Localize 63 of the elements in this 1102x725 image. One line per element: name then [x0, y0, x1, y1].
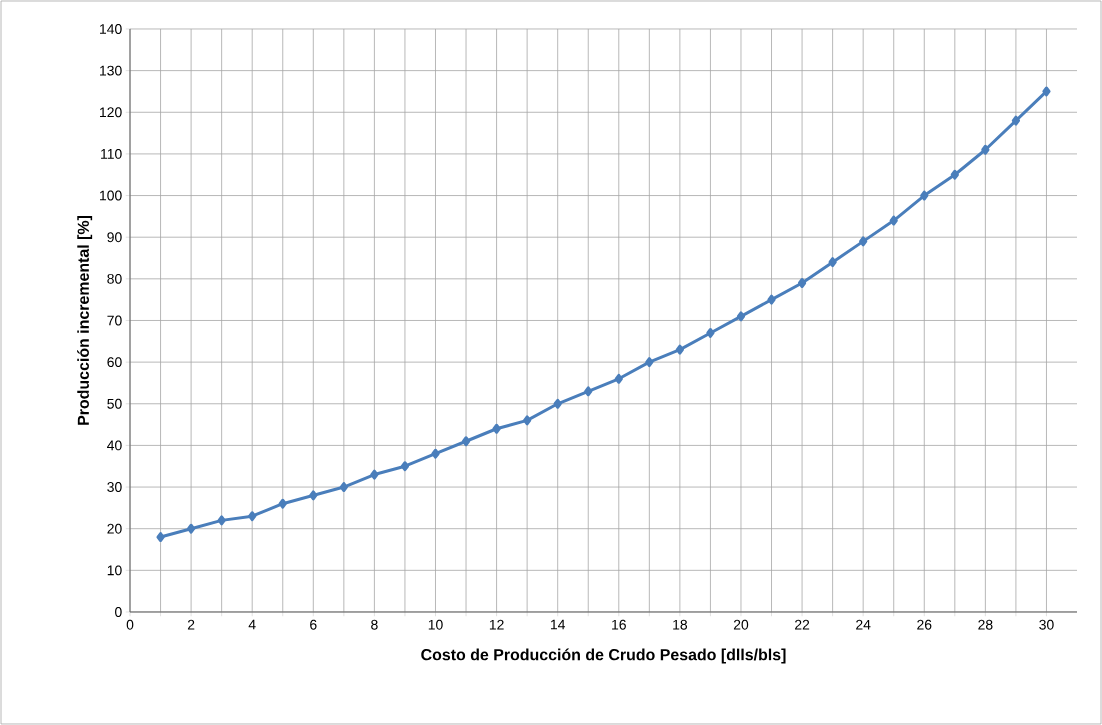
x-tick-label: 10: [428, 619, 443, 630]
x-tick-label: 4: [248, 619, 256, 630]
point: [461, 436, 471, 447]
point: [950, 169, 959, 180]
y-tick-label: 70: [107, 315, 122, 326]
point: [859, 236, 868, 247]
x-tick-label: 20: [733, 619, 749, 630]
point: [614, 373, 623, 384]
y-tick-label: 30: [107, 482, 122, 492]
x-axis-title: Costo de Producción de Crudo Pesado [dlls/bls]: [421, 648, 786, 664]
x-tick-label: 16: [612, 619, 626, 630]
x-tick-label: 8: [371, 619, 378, 630]
point: [309, 490, 318, 501]
point: [553, 398, 562, 409]
x-tick-label: 12: [489, 619, 504, 630]
y-tick-label: 10: [107, 565, 122, 576]
x-tick-label: 14: [550, 619, 566, 630]
x-tick-label: 28: [978, 619, 993, 630]
point: [920, 190, 929, 201]
point: [828, 257, 837, 268]
y-axis-title: Producción incremental [%]: [77, 215, 93, 425]
point: [278, 498, 287, 509]
y-tick-label: 40: [107, 440, 122, 451]
point: [1011, 115, 1021, 126]
x-tick-label: 30: [1039, 619, 1054, 630]
point: [186, 523, 196, 534]
point: [156, 532, 165, 543]
y-tick-label: 120: [100, 107, 122, 118]
y-tick-label: 50: [107, 398, 122, 409]
x-tick-label: 22: [795, 619, 810, 630]
y-tick-label: 20: [107, 523, 122, 534]
y-tick-label: 100: [100, 190, 122, 201]
x-tick-label: 18: [673, 619, 688, 630]
point: [370, 469, 379, 480]
x-tick-label: 2: [187, 619, 195, 630]
y-tick-label: 90: [107, 232, 122, 243]
y-tick-label: 110: [101, 148, 122, 159]
point: [706, 327, 715, 338]
point: [523, 415, 532, 426]
point: [797, 278, 807, 288]
y-tick-label: 140: [100, 24, 122, 34]
point: [584, 386, 593, 397]
point: [492, 423, 501, 434]
point: [645, 357, 654, 368]
y-tick-label: 0: [115, 607, 122, 617]
point: [981, 144, 990, 155]
x-tick-label: 24: [856, 619, 871, 630]
point: [736, 311, 746, 322]
point: [767, 294, 776, 305]
point: [400, 461, 410, 472]
y-tick-label: 60: [107, 357, 122, 368]
point: [1042, 86, 1051, 97]
y-tick-label: 130: [100, 65, 122, 76]
point: [889, 215, 898, 226]
x-tick-label: 26: [917, 619, 932, 630]
point: [217, 515, 226, 526]
point: [431, 448, 440, 459]
y-tick-label: 80: [107, 273, 122, 284]
point: [675, 344, 684, 355]
point: [248, 511, 257, 522]
x-tick-label: 0: [126, 619, 134, 630]
point: [339, 482, 348, 493]
x-tick-label: 6: [310, 619, 317, 630]
